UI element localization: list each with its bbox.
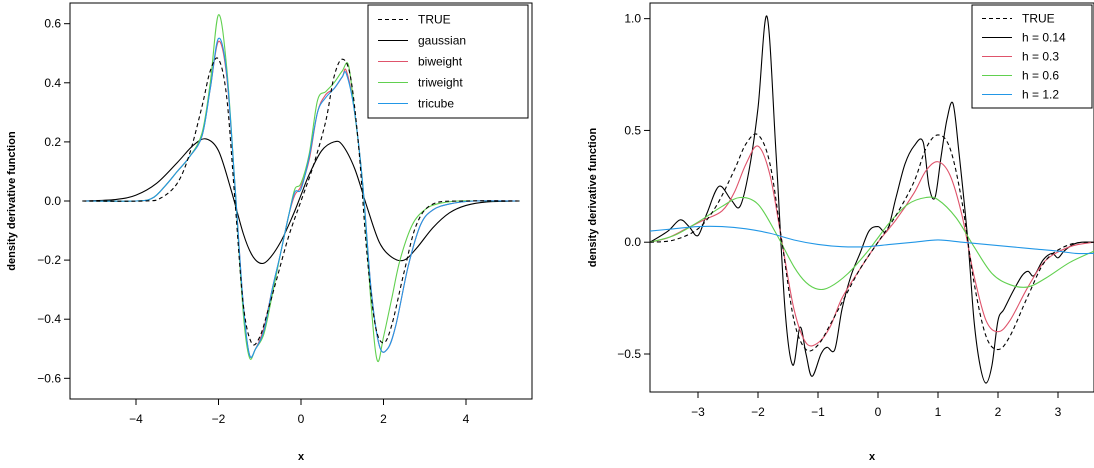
y-tick-label: 0.0 (44, 194, 61, 208)
legend-label: tricube (418, 97, 454, 111)
left-chart: −4 −2 0 2 4 −0.6 −0.4 −0.2 0.0 0.2 0.4 0.6 x density … (6, 2, 533, 463)
series-group (82, 14, 520, 363)
x-tick-label: −1 (811, 405, 825, 419)
legend: TRUE h = 0.14 h = 0.3 h = 0.6 h = 1.2 (971, 4, 1093, 109)
series-line-h-1-2 (650, 225, 1094, 255)
legend-label: h = 0.6 (1022, 69, 1059, 83)
y-tick-label: −0.4 (37, 312, 61, 326)
legend-label: TRUE (1022, 12, 1055, 26)
y-tick-label: −0.6 (37, 371, 61, 385)
y-tick-label: −0.5 (617, 347, 641, 361)
legend-label: biweight (418, 55, 463, 69)
x-tick-label: 1 (935, 405, 942, 419)
x-tick-label: 4 (463, 412, 470, 426)
y-tick-label: 0.5 (624, 123, 641, 137)
y-axis-title: density derivative function (6, 131, 18, 271)
x-axis-title: x (298, 451, 305, 463)
x-tick-label: −4 (129, 412, 143, 426)
legend-label: TRUE (418, 13, 451, 27)
series-line-h-0-14 (650, 15, 1094, 384)
series-line-gaussian (82, 138, 520, 265)
y-tick-label: 0.0 (624, 235, 641, 249)
x-tick-label: 3 (1055, 405, 1062, 419)
legend-label: h = 0.14 (1022, 31, 1066, 45)
y-axis-title: density derivative function (587, 128, 599, 268)
x-tick-label: 0 (298, 412, 305, 426)
x-tick-label: 2 (995, 405, 1002, 419)
y-tick-label: 0.2 (44, 135, 61, 149)
legend-label: triweight (418, 76, 463, 90)
y-tick-label: −0.2 (37, 253, 61, 267)
legend: TRUE gaussian biweight triweight tricube (367, 4, 529, 119)
y-tick-label: 0.4 (44, 76, 61, 90)
legend-label: gaussian (418, 34, 466, 48)
x-tick-label: −2 (212, 412, 226, 426)
plot-frame (649, 2, 1094, 393)
series-line-true (650, 133, 1094, 352)
series-line-tricube (82, 37, 520, 358)
right-chart: −3 −2 −1 0 1 2 3 −0.5 0.0 0.5 1.0 x density derivati… (587, 2, 1094, 463)
x-tick-label: 2 (380, 412, 387, 426)
x-tick-label: 0 (875, 405, 882, 419)
legend-label: h = 1.2 (1022, 88, 1059, 102)
x-tick-label: −3 (691, 405, 705, 419)
series-line-h-0-6 (650, 196, 1094, 291)
series-group (650, 15, 1094, 384)
x-tick-label: −2 (751, 405, 765, 419)
legend-box (971, 4, 1093, 109)
y-tick-label: 1.0 (624, 12, 641, 26)
x-axis-title: x (869, 451, 876, 463)
y-tick-label: 0.6 (44, 17, 61, 31)
series-line-true (82, 57, 520, 346)
series-line-h-0-3 (650, 145, 1094, 347)
legend-label: h = 0.3 (1022, 50, 1059, 64)
